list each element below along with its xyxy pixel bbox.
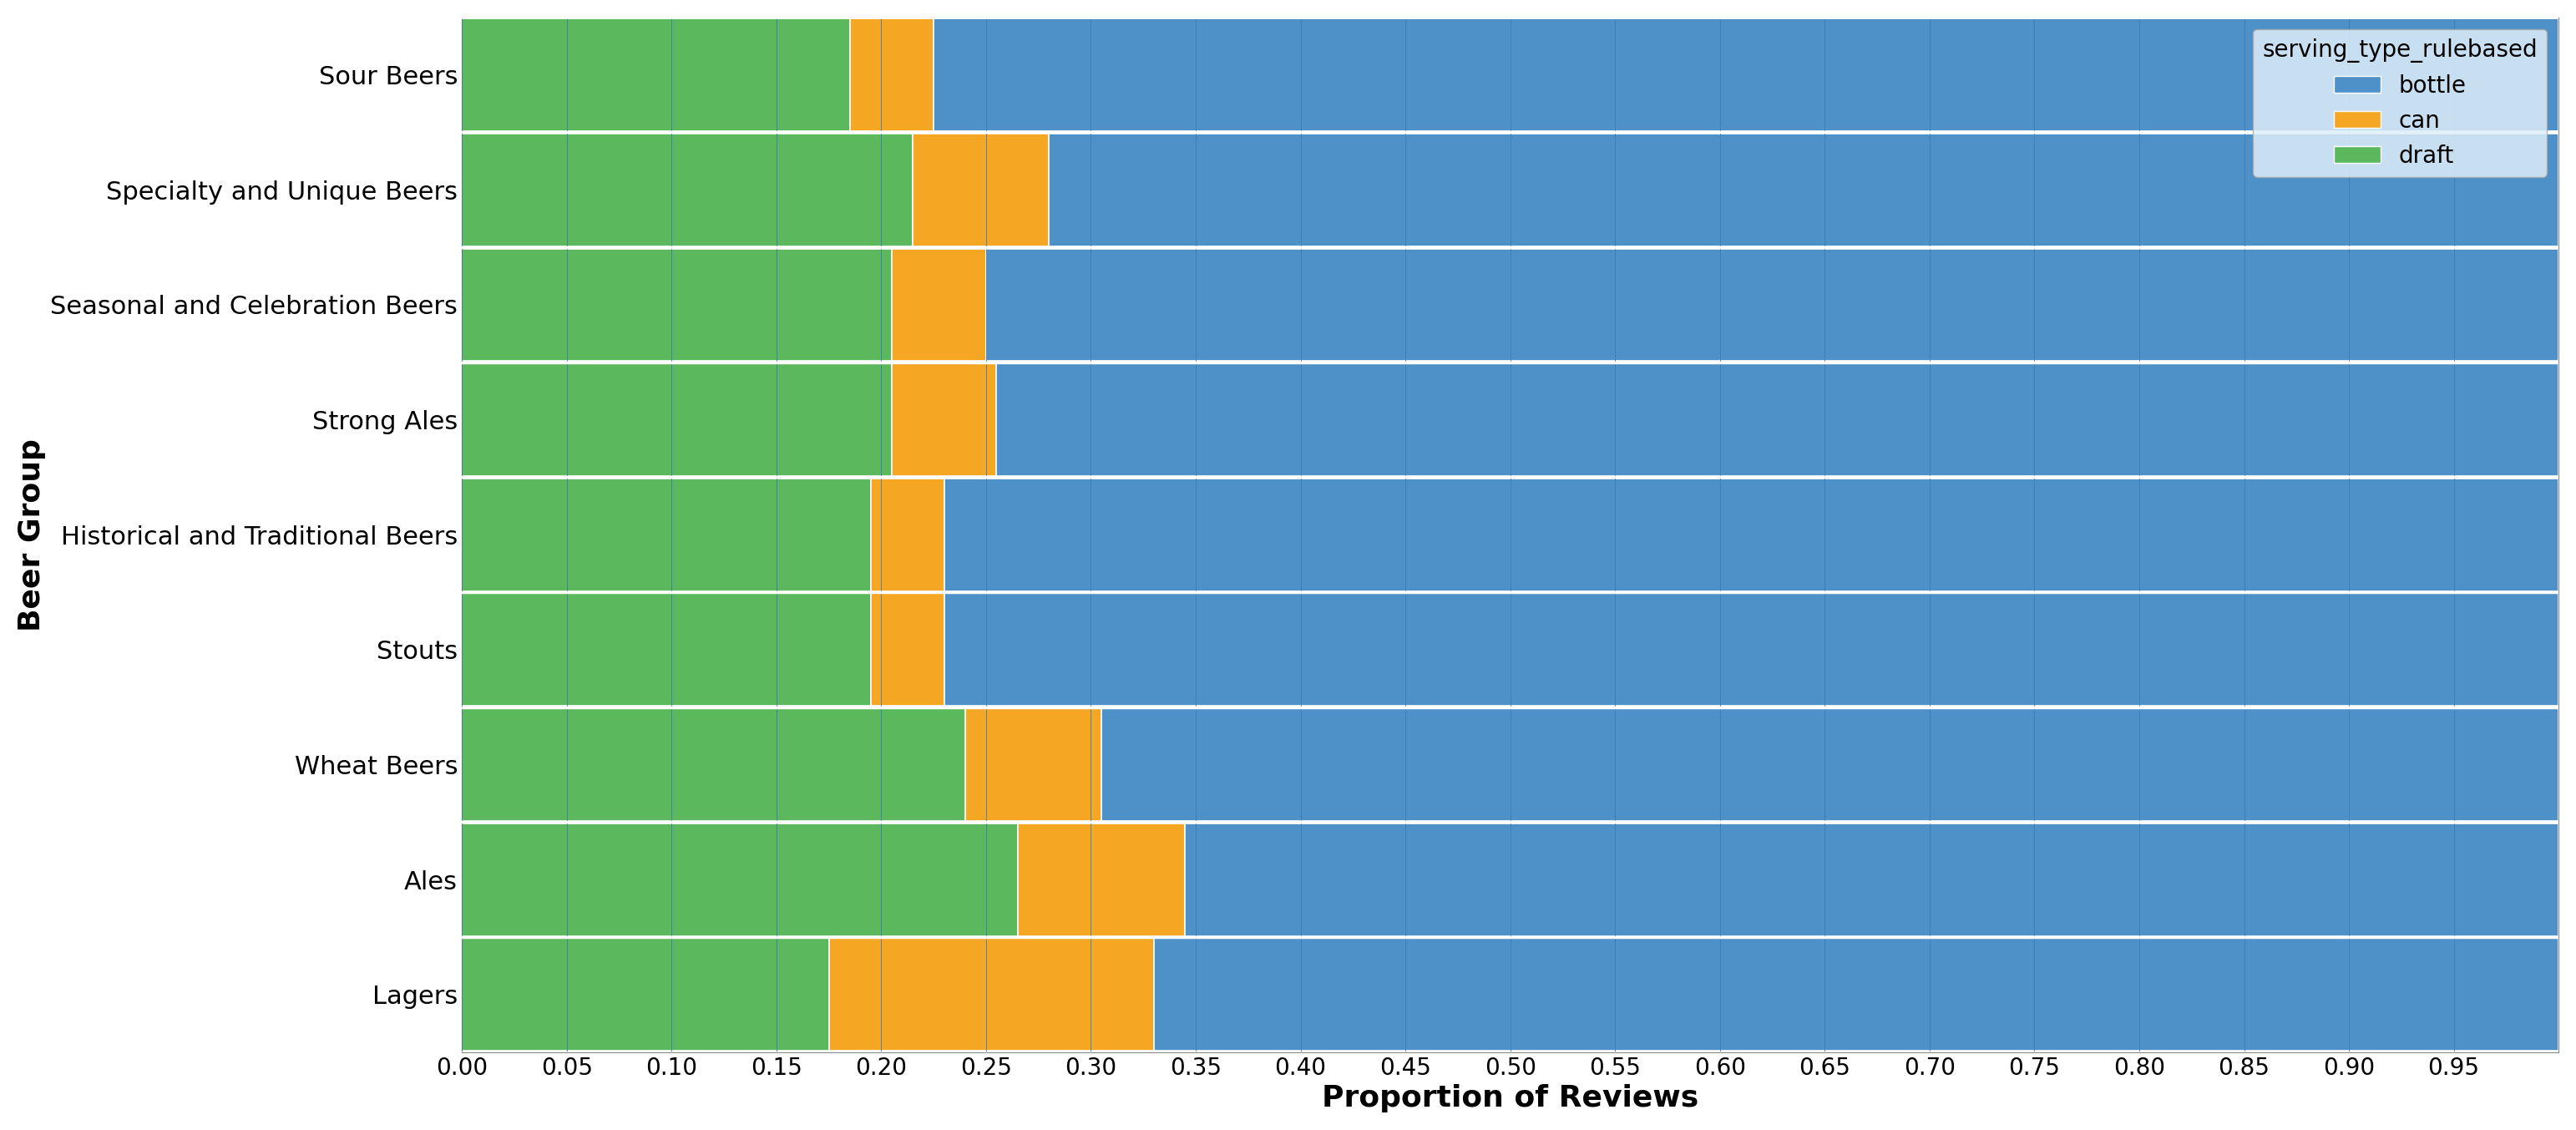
Bar xyxy=(1103,709,2558,822)
Bar xyxy=(461,709,966,822)
Bar xyxy=(461,133,912,246)
Bar xyxy=(461,824,1018,936)
Bar xyxy=(966,709,1103,822)
Bar xyxy=(997,364,2558,476)
Bar xyxy=(871,478,945,591)
Bar xyxy=(871,593,945,706)
Bar xyxy=(461,938,829,1051)
Bar xyxy=(912,133,1048,246)
X-axis label: Proportion of Reviews: Proportion of Reviews xyxy=(1321,1084,1698,1113)
Bar xyxy=(829,938,1154,1051)
Bar xyxy=(987,249,2558,362)
Bar xyxy=(461,593,871,706)
Bar xyxy=(945,593,2558,706)
Bar xyxy=(1048,133,2558,246)
Bar xyxy=(1185,824,2558,936)
Bar xyxy=(1018,824,1185,936)
Bar xyxy=(850,18,933,131)
Bar xyxy=(461,249,891,362)
Bar xyxy=(461,478,871,591)
Bar xyxy=(891,364,997,476)
Bar xyxy=(891,249,987,362)
Bar xyxy=(933,18,2558,131)
Y-axis label: Beer Group: Beer Group xyxy=(18,438,46,632)
Bar xyxy=(1154,938,2558,1051)
Bar xyxy=(461,18,850,131)
Bar xyxy=(945,478,2558,591)
Legend: bottle, can, draft: bottle, can, draft xyxy=(2254,29,2548,176)
Bar xyxy=(461,364,891,476)
